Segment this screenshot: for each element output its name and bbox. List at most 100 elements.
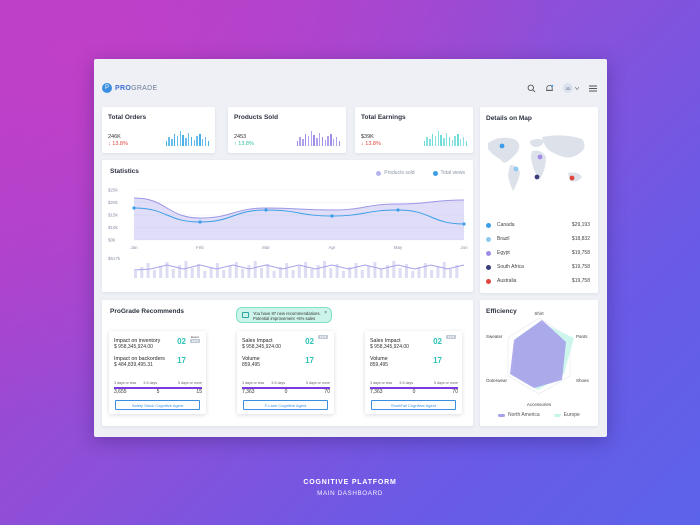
rec-badge: 1974 bbox=[318, 335, 328, 344]
message-icon bbox=[242, 312, 249, 318]
legend-products-sold[interactable]: Products sold bbox=[376, 170, 415, 176]
bell-icon[interactable] bbox=[545, 84, 554, 93]
banner-line2: Potential improvement +5% sales bbox=[253, 316, 316, 321]
legend-north-america[interactable]: North America bbox=[498, 412, 540, 418]
mini-bar bbox=[341, 271, 345, 278]
map-row-brazil[interactable]: Brazil $18,832 bbox=[486, 236, 590, 242]
mini-bar bbox=[386, 265, 389, 278]
map-pin-australia[interactable] bbox=[569, 175, 575, 181]
banner-line1: You have 87 new recommendations. bbox=[253, 311, 321, 316]
rec-number-2: 17 bbox=[177, 356, 186, 365]
rec-card-shortfall: Sales Impact $ 958,345,924.00 Volume 859… bbox=[365, 331, 462, 414]
logo[interactable]: P PROGRADE bbox=[102, 83, 157, 93]
rec-value-2: $ 484,839,495.31 bbox=[114, 362, 153, 368]
y-tick-label: $15k bbox=[108, 213, 119, 218]
rec-day-labels: 3 days or less 3-5 days 5 days or more bbox=[370, 381, 458, 385]
kpi-title: Products Sold bbox=[234, 114, 279, 121]
rec-number-1: 02 bbox=[433, 337, 442, 346]
kpi-spark-bar bbox=[429, 139, 431, 146]
top-bar: P PROGRADE JD bbox=[94, 59, 607, 99]
kpi-spark-bar bbox=[332, 139, 335, 146]
kpi-spark-bar bbox=[310, 131, 313, 146]
legend-europe[interactable]: Europe bbox=[553, 412, 580, 418]
search-icon[interactable] bbox=[527, 84, 536, 93]
x-tick-label: Jun bbox=[460, 245, 468, 250]
x-tick-label: Apr bbox=[328, 245, 336, 250]
logo-text: PROGRADE bbox=[115, 84, 158, 92]
mini-bar bbox=[455, 265, 459, 278]
kpi-spark-bar bbox=[338, 141, 340, 146]
map-row-amount: $18,832 bbox=[571, 236, 590, 242]
top-icons: JD bbox=[527, 83, 597, 93]
mini-bar bbox=[304, 262, 308, 278]
kpi-spark-bar bbox=[171, 139, 173, 146]
kpi-delta: ↓ 13.8% bbox=[361, 141, 381, 147]
mini-trend-line bbox=[133, 264, 465, 271]
x-tick-label: Mar bbox=[262, 245, 270, 250]
rec-card-f-lane: Sales Impact $ 958,345,924.00 Volume 859… bbox=[237, 331, 334, 414]
map-row-name: Australia bbox=[497, 278, 517, 284]
kpi-value: 2453 bbox=[234, 134, 247, 140]
kpi-spark-bar bbox=[176, 136, 179, 146]
rec-label-2: Volume bbox=[242, 356, 260, 362]
rec-agent-button[interactable]: F-Lane Cognitive Agent bbox=[243, 400, 328, 410]
kpi-spark-bar bbox=[431, 134, 434, 146]
close-icon[interactable]: × bbox=[324, 310, 327, 316]
rec-agent-button[interactable]: ShortFall Cognitive Agent bbox=[371, 400, 456, 410]
map-row-dot bbox=[486, 278, 491, 284]
map-pin-egypt[interactable] bbox=[537, 154, 543, 160]
map-row-canada[interactable]: Canada $29,193 bbox=[486, 222, 590, 228]
map-pin-canada[interactable] bbox=[499, 143, 505, 149]
map-pin-south-africa[interactable] bbox=[534, 174, 540, 180]
kpi-products-sold[interactable]: Products Sold 2453 ↑ 13.8% bbox=[228, 107, 346, 153]
kpi-spark-bar bbox=[302, 139, 304, 146]
rec-label-2: Impact on backorders bbox=[114, 356, 165, 362]
rec-agent-button[interactable]: Safety Stock Cognitive Agent bbox=[115, 400, 200, 410]
menu-icon[interactable] bbox=[588, 84, 597, 93]
series-area-products-sold bbox=[134, 198, 464, 240]
y-tick-label: $25k bbox=[108, 188, 119, 193]
legend-label: Total views bbox=[440, 170, 465, 176]
kpi-total-orders[interactable]: Total Orders 246K ↓ 13.8% bbox=[102, 107, 215, 153]
kpi-spark-bar bbox=[313, 135, 315, 146]
kpi-title: Total Orders bbox=[108, 114, 147, 121]
rec-divider bbox=[370, 387, 458, 389]
rec-badge-top: Event bbox=[191, 335, 199, 339]
kpi-spark-bar bbox=[196, 136, 198, 146]
kpi-spark-bar bbox=[426, 137, 428, 146]
mini-bar bbox=[209, 267, 213, 278]
mini-bar bbox=[335, 264, 339, 278]
user-menu[interactable]: JD bbox=[563, 83, 579, 93]
mini-bar bbox=[348, 267, 352, 278]
kpi-spark-bar bbox=[299, 137, 301, 146]
kpi-total-earnings[interactable]: Total Earnings $39K ↓ 13.8% bbox=[355, 107, 473, 153]
map-pin-brazil[interactable] bbox=[513, 166, 519, 172]
y-tick-label: $10k bbox=[108, 225, 119, 230]
map-row-egypt[interactable]: Egypt $19,758 bbox=[486, 250, 590, 256]
legend-total-views[interactable]: Total views bbox=[432, 170, 465, 176]
mini-bar bbox=[316, 265, 320, 278]
x-tick-label: Feb bbox=[196, 245, 204, 250]
recommendation-banner[interactable]: You have 87 new recommendations. Potenti… bbox=[236, 307, 332, 323]
kpi-spark-bar bbox=[199, 134, 201, 146]
kpi-value: $39K bbox=[361, 134, 374, 140]
mini-bar bbox=[354, 263, 358, 278]
kpi-spark-bar bbox=[185, 138, 187, 146]
kpi-spark-bar bbox=[448, 137, 451, 146]
kpi-spark-bar bbox=[190, 137, 193, 146]
mini-bar bbox=[152, 270, 156, 278]
rec-day-label: 5 days or more bbox=[434, 381, 458, 385]
mini-bar bbox=[442, 262, 446, 278]
mini-bar bbox=[398, 268, 402, 278]
rec-divider bbox=[114, 387, 202, 389]
mini-bar bbox=[360, 270, 364, 278]
mini-bar bbox=[190, 268, 194, 278]
map-row-dot bbox=[486, 222, 491, 228]
map-row-dot bbox=[486, 250, 491, 256]
map-row-australia[interactable]: Australia $19,758 bbox=[486, 278, 590, 284]
rec-value-1: $ 958,345,924.00 bbox=[370, 344, 409, 350]
caption-subtitle: MAIN DASHBOARD bbox=[317, 490, 383, 497]
mini-bar bbox=[272, 271, 276, 278]
map-row-south-africa[interactable]: South Africa $19,758 bbox=[486, 264, 590, 270]
kpi-spark-bar bbox=[307, 136, 310, 146]
